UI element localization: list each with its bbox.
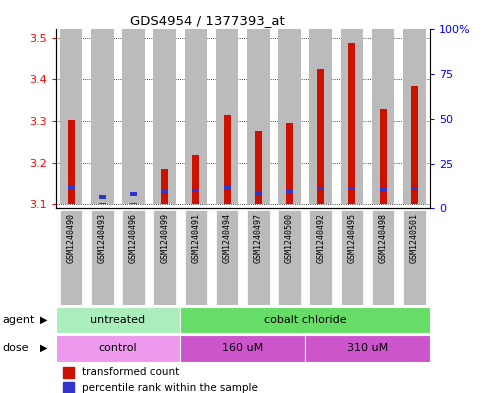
Text: untreated: untreated: [90, 315, 145, 325]
Bar: [403, 29, 426, 204]
Bar: [193, 155, 199, 204]
Bar: [56, 307, 180, 333]
FancyBboxPatch shape: [185, 210, 207, 305]
Text: GSM1240496: GSM1240496: [129, 213, 138, 263]
Bar: [185, 29, 207, 204]
Bar: [348, 43, 355, 204]
Bar: [348, 187, 355, 190]
FancyBboxPatch shape: [278, 210, 301, 305]
FancyBboxPatch shape: [122, 210, 145, 305]
Bar: [286, 123, 293, 204]
Bar: [341, 29, 363, 204]
Bar: [63, 382, 74, 393]
FancyBboxPatch shape: [154, 210, 176, 305]
Bar: [224, 115, 230, 204]
Bar: [372, 29, 394, 204]
Bar: [68, 120, 74, 204]
Text: dose: dose: [2, 343, 29, 353]
Bar: [317, 69, 324, 204]
Text: agent: agent: [2, 315, 35, 325]
Bar: [286, 189, 293, 193]
Text: cobalt chloride: cobalt chloride: [264, 315, 346, 325]
Bar: [305, 335, 430, 362]
Text: percentile rank within the sample: percentile rank within the sample: [82, 383, 257, 393]
Text: GDS4954 / 1377393_at: GDS4954 / 1377393_at: [130, 14, 285, 27]
Bar: [60, 29, 83, 204]
Bar: [161, 169, 168, 204]
Text: GSM1240491: GSM1240491: [191, 213, 200, 263]
FancyBboxPatch shape: [310, 210, 332, 305]
Bar: [56, 335, 180, 362]
FancyBboxPatch shape: [372, 210, 394, 305]
Text: control: control: [99, 343, 137, 353]
Text: GSM1240493: GSM1240493: [98, 213, 107, 263]
Text: GSM1240500: GSM1240500: [285, 213, 294, 263]
FancyBboxPatch shape: [247, 210, 270, 305]
FancyBboxPatch shape: [91, 210, 114, 305]
Bar: [411, 86, 418, 204]
Bar: [255, 191, 262, 195]
Text: GSM1240494: GSM1240494: [223, 213, 232, 263]
Text: GSM1240499: GSM1240499: [160, 213, 169, 263]
Bar: [310, 29, 332, 204]
Bar: [154, 29, 176, 204]
Text: GSM1240497: GSM1240497: [254, 213, 263, 263]
Text: 310 uM: 310 uM: [347, 343, 388, 353]
Text: ▶: ▶: [40, 343, 47, 353]
Text: ▶: ▶: [40, 315, 47, 325]
Bar: [216, 29, 238, 204]
Bar: [122, 29, 145, 204]
FancyBboxPatch shape: [216, 210, 238, 305]
Bar: [161, 190, 168, 194]
Bar: [91, 29, 114, 204]
Bar: [63, 367, 74, 378]
Bar: [380, 109, 386, 204]
FancyBboxPatch shape: [341, 210, 363, 305]
Bar: [180, 335, 305, 362]
Text: GSM1240490: GSM1240490: [67, 213, 76, 263]
Text: GSM1240501: GSM1240501: [410, 213, 419, 263]
Text: GSM1240495: GSM1240495: [347, 213, 356, 263]
Text: GSM1240492: GSM1240492: [316, 213, 325, 263]
Text: GSM1240498: GSM1240498: [379, 213, 387, 263]
Text: transformed count: transformed count: [82, 367, 179, 377]
Bar: [99, 195, 106, 199]
Bar: [193, 189, 199, 193]
Bar: [180, 307, 430, 333]
Bar: [380, 188, 386, 192]
FancyBboxPatch shape: [60, 210, 83, 305]
Bar: [278, 29, 301, 204]
Bar: [130, 203, 137, 204]
Bar: [317, 187, 324, 190]
Bar: [130, 192, 137, 196]
Bar: [68, 186, 74, 189]
Bar: [411, 187, 418, 190]
Bar: [224, 186, 230, 189]
Bar: [247, 29, 270, 204]
FancyBboxPatch shape: [403, 210, 426, 305]
Bar: [99, 203, 106, 204]
Bar: [255, 131, 262, 204]
Text: 160 uM: 160 uM: [222, 343, 263, 353]
